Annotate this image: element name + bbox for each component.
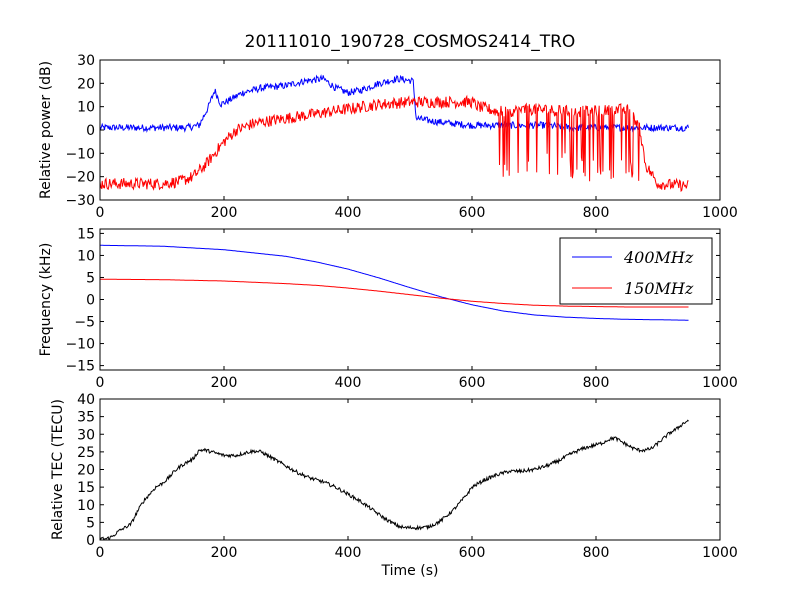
y-tick-label: 5: [86, 270, 95, 286]
x-tick-label: 600: [459, 205, 486, 221]
y-tick-label: 40: [77, 392, 95, 408]
y-tick-label: 10: [77, 100, 95, 116]
figure-title: 20111010_190728_COSMOS2414_TRO: [245, 32, 576, 52]
y-tick-label: 35: [77, 410, 95, 426]
legend-box: [559, 237, 713, 305]
y-tick-label: 30: [77, 53, 95, 69]
y-tick-label: 0: [86, 123, 95, 139]
y-tick-label: 25: [77, 445, 95, 461]
series-line-3-1: [100, 419, 689, 540]
y-axis-label: Relative TEC (TECU): [50, 399, 66, 540]
panel-3: 0 200 400 600 800 10000510152025303540Relativ…: [50, 392, 738, 579]
y-tick-label: 15: [77, 226, 95, 242]
y-tick-label: 20: [77, 76, 95, 92]
x-tick-label: 200: [211, 545, 238, 561]
y-tick-label: 10: [77, 248, 95, 264]
y-tick-label: 10: [77, 498, 95, 514]
x-tick-label: 0: [96, 545, 105, 561]
series-line-1-2: [100, 94, 689, 193]
x-tick-label: 800: [583, 375, 610, 391]
y-tick-label: 0: [86, 533, 95, 549]
y-tick-label: −10: [65, 337, 95, 353]
x-tick-label: 0: [96, 205, 105, 221]
x-tick-label: 0: [96, 375, 105, 391]
y-tick-label: −20: [65, 170, 95, 186]
x-axis-label: Time (s): [381, 563, 439, 579]
legend-label: 150MHz: [624, 279, 694, 298]
panel-2: 0 200 400 600 800 1000 −15 −10 −5 0 5 10 15 Frequency…: [38, 226, 738, 391]
legend-label: 400MHz: [623, 248, 694, 267]
x-tick-label: 400: [335, 205, 362, 221]
y-tick-label: 0: [86, 293, 95, 309]
x-tick-label: 200: [211, 375, 238, 391]
y-axis-label: Frequency (kHz): [38, 243, 54, 357]
x-tick-label: 1000: [702, 545, 738, 561]
y-tick-label: −30: [65, 193, 95, 209]
y-tick-label: −5: [74, 315, 95, 331]
y-tick-label: −10: [65, 146, 95, 162]
x-tick-label: 800: [583, 205, 610, 221]
x-tick-label: 600: [459, 375, 486, 391]
x-tick-label: 200: [211, 205, 238, 221]
y-tick-label: 5: [86, 515, 95, 531]
series-line-2-1: [100, 244, 689, 321]
x-tick-label: 400: [335, 545, 362, 561]
x-tick-label: 400: [335, 375, 362, 391]
x-tick-label: 1000: [702, 375, 738, 391]
y-tick-label: 15: [77, 480, 95, 496]
series-line-2-2: [100, 278, 689, 308]
x-tick-label: 800: [583, 545, 610, 561]
y-tick-label: 20: [77, 463, 95, 479]
y-tick-label: −15: [65, 359, 95, 375]
y-axis-label: Relative power (dB): [38, 61, 54, 199]
x-tick-label: 600: [459, 545, 486, 561]
y-tick-label: 30: [77, 427, 95, 443]
x-tick-label: 1000: [702, 205, 738, 221]
panel-1: 0 200 400 600 800 1000 −30 −20 −10 0 10 20 30 Relativ…: [38, 53, 738, 221]
